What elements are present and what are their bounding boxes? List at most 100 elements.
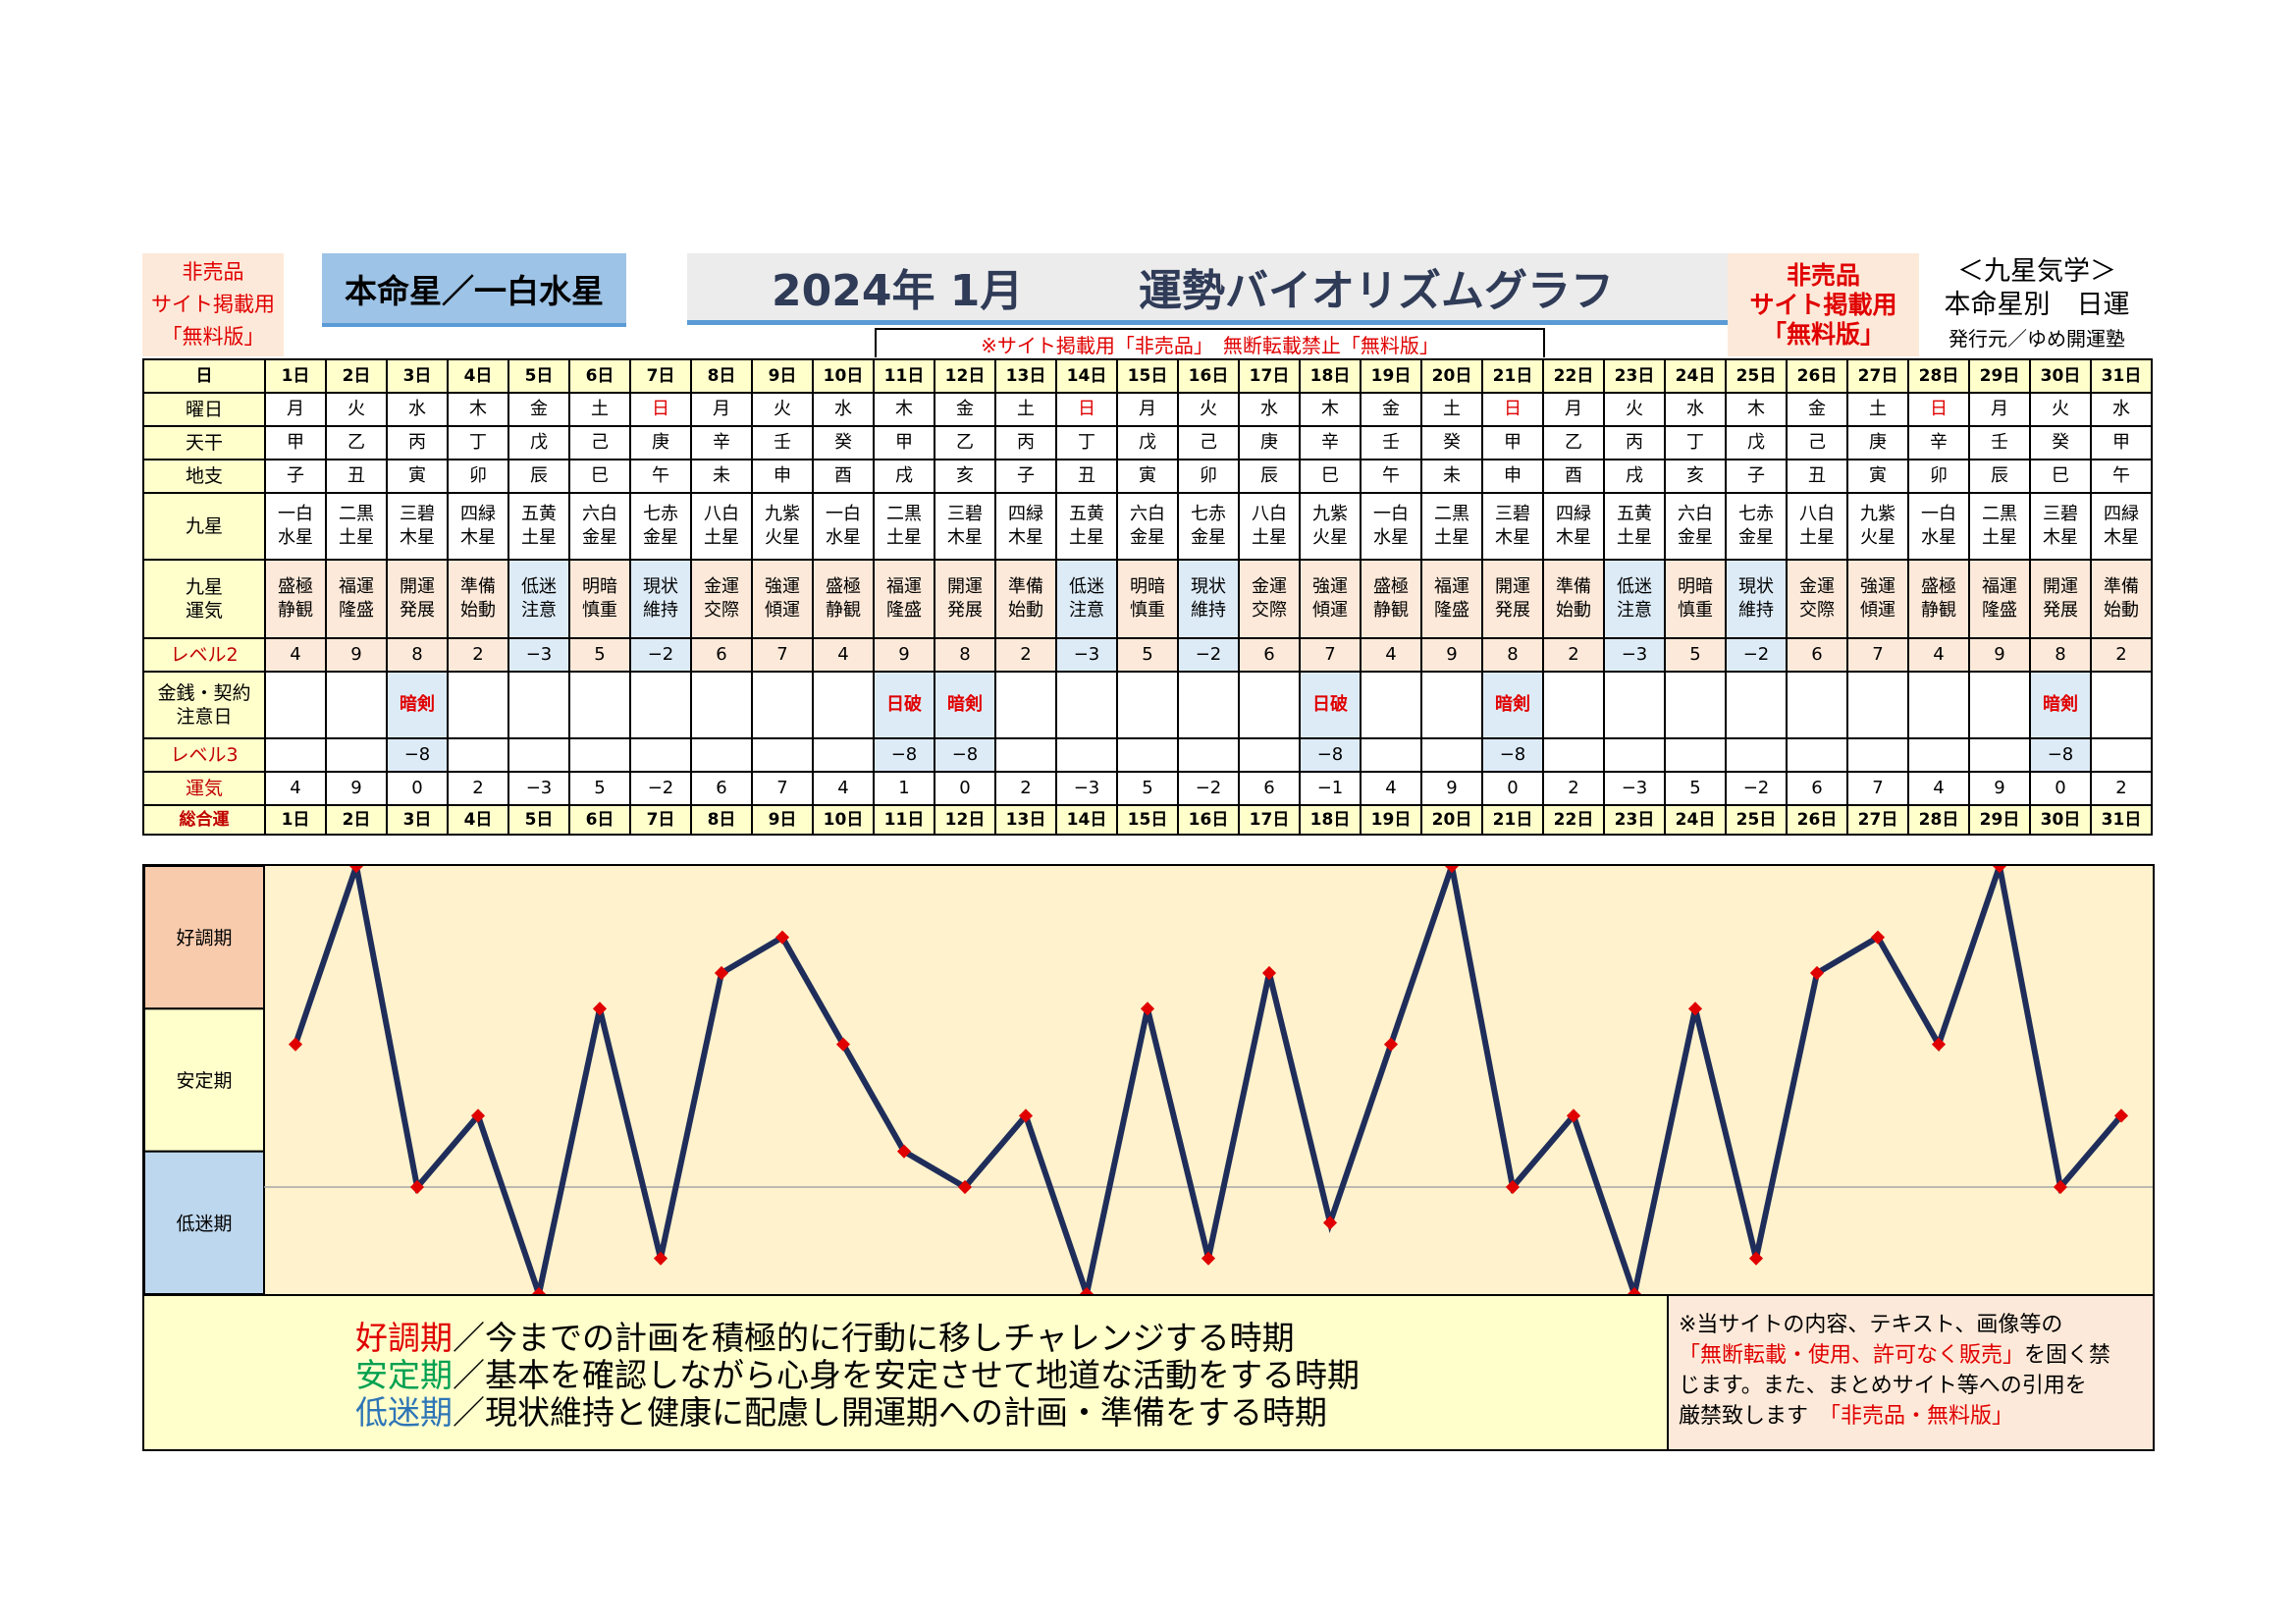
- kyusei-top: 八白: [704, 504, 739, 524]
- tenkan-cell: 戊: [1116, 425, 1179, 460]
- weekday-cell: 木: [873, 392, 935, 427]
- unki-bottom: 隆盛: [339, 600, 374, 621]
- unki-bottom: 慎重: [582, 600, 617, 621]
- kyusei-cell: 三碧 木星: [386, 492, 449, 561]
- chishi-cell: 午: [629, 459, 692, 494]
- weekday-cell: 水: [1664, 392, 1727, 427]
- weekday-row: 曜日月火水木金土日月火水木金土日月火水木金土日月火水木金土日月火水: [142, 392, 2153, 427]
- tenkan-cell: 壬: [751, 425, 814, 460]
- tenkan-cell: 庚: [629, 425, 692, 460]
- badge-right-line-3: 「無料版」: [1761, 319, 1885, 349]
- kyusei-cell: 一白 水星: [812, 492, 875, 561]
- total-cell: −1: [1299, 771, 1362, 806]
- day-label-text: 日: [195, 366, 213, 386]
- caution-cell: [2090, 671, 2153, 739]
- unki-bottom: 隆盛: [886, 600, 922, 621]
- unki-bottom: 隆盛: [1434, 600, 1469, 621]
- chishi-cell: 子: [994, 459, 1057, 494]
- caution-cell: 日破: [873, 671, 935, 739]
- day-bottom-cell: 22日: [1542, 804, 1605, 836]
- caution-cell: [690, 671, 753, 739]
- weekday-cell: 月: [690, 392, 753, 427]
- level3-cell: [1055, 737, 1118, 773]
- day-bottom-cell: 3日: [386, 804, 449, 836]
- day-cell: 8日: [690, 358, 753, 394]
- caution-cell: [1055, 671, 1118, 739]
- unki-top: 低迷: [521, 576, 557, 597]
- caution-cell: [447, 671, 509, 739]
- unki-top: 盛極: [278, 576, 313, 597]
- copyright-line-4: 厳禁致します 「非売品・無料版」: [1679, 1401, 2143, 1432]
- weekday-cell: 土: [568, 392, 631, 427]
- unki-top: 明暗: [1130, 576, 1165, 597]
- tenkan-label-text: 天干: [185, 432, 223, 454]
- badge-left-line-2: サイト掲載用: [151, 293, 275, 316]
- level3-cell: −8: [1299, 737, 1362, 773]
- total-cell: 9: [1968, 771, 2031, 806]
- unki-label: 九星 運気: [142, 559, 266, 639]
- copyright-notice: ※当サイトの内容、テキスト、画像等の 「無断転載・使用、許可なく販売」を固く禁 …: [1667, 1294, 2155, 1451]
- total-row: 運気 4 9 0 2 −3 5 −2 6 7 4 1 0 2 −3 5 −2 6 −1 4 9 0 2 −3 5 −2 6 7 4 9 0 2: [142, 771, 2153, 806]
- level3-cell: [507, 737, 570, 773]
- kyusei-bottom: 土星: [704, 527, 739, 548]
- weekday-cell: 土: [994, 392, 1057, 427]
- day-cell: 26日: [1786, 358, 1848, 394]
- kyusei-bottom: 土星: [1252, 527, 1287, 548]
- unki-cell: 低迷 注意: [1055, 559, 1118, 639]
- data-point-18: [1322, 1216, 1338, 1230]
- kyusei-bottom: 木星: [1556, 527, 1591, 548]
- day-cell: 22日: [1542, 358, 1605, 394]
- total-cell: 4: [1907, 771, 1970, 806]
- unki-top: 現状: [1738, 576, 1774, 597]
- weekday-cell: 火: [1603, 392, 1666, 427]
- level3-cell: −8: [386, 737, 449, 773]
- unki-bottom: 始動: [2104, 600, 2139, 621]
- kyusei-cell: 五黄 土星: [1603, 492, 1666, 561]
- kyusei-bottom: 土星: [886, 527, 922, 548]
- kyusei-bottom: 木星: [2104, 527, 2139, 548]
- day-cell: 19日: [1360, 358, 1422, 394]
- kyusei-top: 二黒: [886, 504, 922, 524]
- level2-cell: 4: [1360, 637, 1422, 673]
- data-point-13: [1018, 1109, 1034, 1123]
- level3-cell: −8: [873, 737, 935, 773]
- day-cell: 27日: [1846, 358, 1909, 394]
- tenkan-cell: 丁: [447, 425, 509, 460]
- legend-good-text: ／今までの計画を積極的に行動に移しチャレンジする時期: [453, 1319, 1295, 1357]
- kyusei-top: 四緑: [1556, 504, 1591, 524]
- copyright-line-2-tail: を固く禁: [2024, 1343, 2111, 1368]
- badge-left-line-1: 非売品: [182, 260, 244, 284]
- day-cell: 30日: [2029, 358, 2092, 394]
- caution-cell: [325, 671, 388, 739]
- total-label: 運気: [142, 771, 266, 806]
- unki-cell: 強運 傾運: [1299, 559, 1362, 639]
- level2-cell: −2: [1725, 637, 1788, 673]
- level2-cell: 8: [2029, 637, 2092, 673]
- total-cell: −2: [629, 771, 692, 806]
- day-bottom-cell: 2日: [325, 804, 388, 836]
- tenkan-cell: 辛: [1907, 425, 1970, 460]
- day-cell: 1日: [264, 358, 327, 394]
- kyusei-cell: 五黄 土星: [507, 492, 570, 561]
- kyusei-bottom: 金星: [1191, 527, 1226, 548]
- unki-bottom: 静観: [1921, 600, 1956, 621]
- kyusei-top: 二黒: [339, 504, 374, 524]
- weekday-cell: 木: [1725, 392, 1788, 427]
- unki-cell: 盛極 静観: [1360, 559, 1422, 639]
- unki-top: 福運: [1434, 576, 1469, 597]
- kyusei-line-1: ＜九星気学＞: [1957, 255, 2116, 287]
- data-point-17: [1261, 965, 1277, 981]
- unki-top: 盛極: [1921, 576, 1956, 597]
- band-good-label: 好調期: [176, 928, 232, 949]
- kyusei-bottom: 土星: [1069, 527, 1104, 548]
- kyusei-bottom: 木星: [947, 527, 983, 548]
- weekday-cell: 日: [1907, 392, 1970, 427]
- caution-cell: [1238, 671, 1301, 739]
- weekday-cell: 木: [447, 392, 509, 427]
- unki-bottom: 傾運: [1860, 600, 1896, 621]
- level3-cell: [690, 737, 753, 773]
- kyusei-top: 二黒: [1434, 504, 1469, 524]
- unki-bottom: 傾運: [1312, 600, 1348, 621]
- level2-cell: 9: [325, 637, 388, 673]
- chishi-cell: 丑: [1055, 459, 1118, 494]
